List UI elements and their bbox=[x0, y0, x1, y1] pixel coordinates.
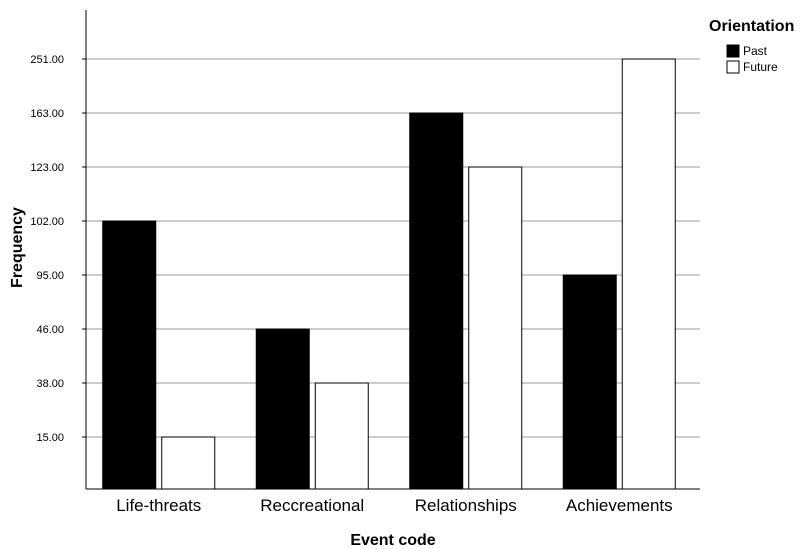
bar-future-reccreational bbox=[314, 382, 369, 490]
legend-title: Orientation bbox=[709, 18, 794, 35]
bar-past-reccreational bbox=[255, 328, 310, 490]
y-tick-label: 102.00 bbox=[30, 216, 64, 228]
y-tick-label: 46.00 bbox=[36, 324, 64, 336]
y-tick-label: 163.00 bbox=[30, 108, 64, 120]
legend-swatch-past bbox=[726, 44, 740, 58]
y-axis-title: Frequency bbox=[9, 207, 26, 288]
axes bbox=[85, 10, 700, 490]
x-tick-labels: Life-threats Reccreational Relationships Ac… bbox=[116, 496, 672, 515]
bar-past-achievements bbox=[562, 274, 617, 490]
bar-future-relationships bbox=[468, 166, 523, 490]
y-tick-label: 123.00 bbox=[30, 162, 64, 174]
bar-past-life-threats bbox=[102, 220, 157, 490]
y-tick-label: 95.00 bbox=[36, 270, 64, 282]
x-axis-title: Event code bbox=[350, 532, 435, 549]
y-tick-labels: 15.00 38.00 46.00 95.00 102.00 123.00 163.00 25… bbox=[30, 54, 64, 444]
legend-label-past: Past bbox=[743, 44, 768, 58]
y-tick-label: 38.00 bbox=[36, 378, 64, 390]
bar-future-achievements bbox=[621, 58, 676, 490]
legend: Orientation Past Future bbox=[709, 18, 794, 74]
x-tick-label: Life-threats bbox=[116, 496, 201, 515]
x-tick-label: Relationships bbox=[415, 496, 517, 515]
y-tick-label: 15.00 bbox=[36, 432, 64, 444]
x-tick-label: Reccreational bbox=[260, 496, 364, 515]
x-tick-label: Achievements bbox=[566, 496, 673, 515]
gridlines bbox=[82, 58, 700, 438]
bars bbox=[102, 58, 676, 490]
y-tick-label: 251.00 bbox=[30, 54, 64, 66]
legend-label-future: Future bbox=[743, 60, 778, 74]
bar-future-life-threats bbox=[161, 436, 216, 490]
legend-swatch-future bbox=[726, 60, 740, 74]
bar-past-relationships bbox=[409, 112, 464, 490]
